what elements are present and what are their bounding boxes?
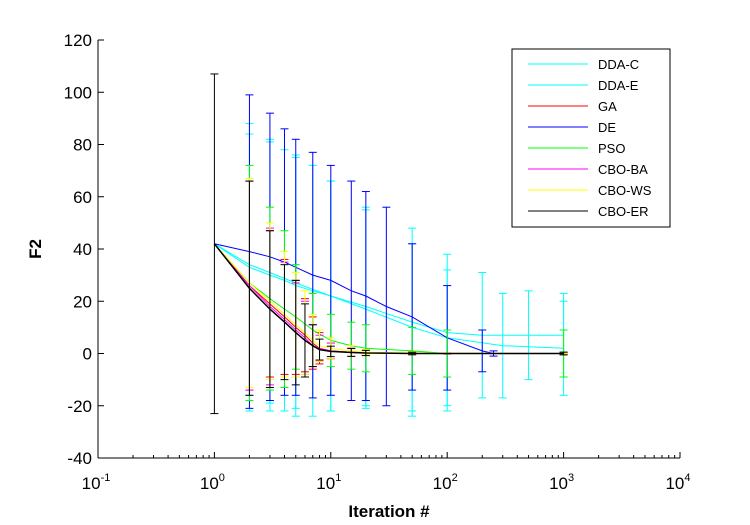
x-tick-labels: 10-1 100 101 102 103 104	[82, 472, 691, 493]
x-axis-title: Iteration #	[348, 502, 430, 521]
y-tick-label: -40	[67, 449, 92, 468]
legend-item-cbo-ba: CBO-BA	[528, 162, 648, 177]
legend-item-pso: PSO	[528, 141, 625, 156]
legend: DDA-C DDA-E GA DE PSO CBO-BA CBO-WS CBO-ER	[511, 48, 671, 228]
axes-layer	[97, 39, 681, 459]
series-layer	[210, 73, 568, 417]
legend-label: DE	[598, 120, 616, 135]
y-tick-label: 20	[73, 292, 92, 311]
series-line	[214, 243, 564, 349]
x-tick-label: 101	[316, 472, 341, 493]
y-tick-label: -20	[67, 397, 92, 416]
legend-label: DDA-E	[598, 78, 639, 93]
x-tick-label: 103	[549, 472, 574, 493]
x-tick-label: 10-1	[82, 472, 111, 493]
x-tick-label: 104	[665, 472, 690, 493]
x-tick-label: 100	[200, 472, 225, 493]
y-tick-label: 80	[73, 136, 92, 155]
y-tick-labels: -40 -20 0 20 40 60 80 100 120	[64, 31, 92, 468]
y-axis-title: F2	[26, 239, 45, 259]
legend-label: PSO	[598, 141, 625, 156]
legend-item-dda-c: DDA-C	[528, 57, 639, 72]
legend-label: GA	[598, 99, 617, 114]
legend-item-cbo-ws: CBO-WS	[528, 183, 652, 198]
legend-item-dda-e: DDA-E	[528, 78, 639, 93]
legend-label: CBO-WS	[598, 183, 652, 198]
y-tick-label: 120	[64, 31, 92, 50]
y-tick-label: 40	[73, 240, 92, 259]
legend-label: CBO-ER	[598, 204, 649, 219]
series-cbo-er	[210, 73, 568, 415]
y-tick-label: 0	[83, 345, 92, 364]
series-line	[213, 243, 564, 355]
legend-item-cbo-er: CBO-ER	[528, 204, 649, 219]
y-tick-label: 100	[64, 83, 92, 102]
legend-label: CBO-BA	[598, 162, 648, 177]
series-line	[214, 243, 564, 354]
legend-label: DDA-C	[598, 57, 639, 72]
legend-box	[511, 48, 671, 228]
legend-item-de: DE	[528, 120, 616, 135]
y-tick-label: 60	[73, 188, 92, 207]
x-tick-label: 102	[433, 472, 458, 493]
legend-item-ga: GA	[528, 99, 617, 114]
